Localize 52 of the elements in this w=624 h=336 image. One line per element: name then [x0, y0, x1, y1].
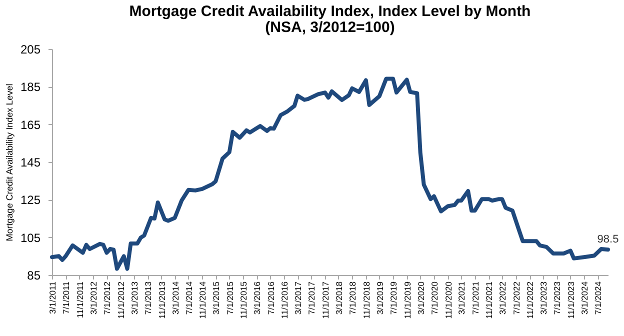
y-tick-label: 125	[20, 193, 41, 208]
chart-subtitle: (NSA, 3/2012=100)	[265, 19, 395, 36]
x-tick-label: 7/1/2012	[102, 281, 112, 315]
x-tick-label: 11/1/2011	[74, 281, 85, 318]
x-tick-label: 11/1/2012	[116, 281, 126, 319]
annotation: 98.5	[597, 234, 619, 246]
x-tick-label: 11/1/2014	[198, 281, 208, 319]
x-tick-label: 3/1/2014	[170, 281, 180, 315]
y-tick-label: 105	[20, 230, 41, 245]
x-tick-label: 7/1/2013	[143, 281, 154, 315]
x-tick-label: 3/1/2015	[211, 281, 222, 315]
x-tick-label: 7/1/2014	[184, 281, 194, 315]
y-tick-label: 205	[20, 42, 41, 56]
x-tick-label: 11/1/2021	[484, 281, 494, 319]
x-tick-label: 3/1/2012	[88, 281, 99, 315]
x-tick-label: 7/1/2023	[552, 281, 562, 315]
x-tick-label: 11/1/2020	[443, 281, 454, 319]
x-tick-label: 7/1/2021	[470, 281, 480, 315]
x-tick-label: 11/1/2018	[361, 281, 372, 319]
x-tick-label: 3/1/2023	[538, 281, 549, 315]
x-tick-label: 7/1/2017	[306, 281, 317, 315]
x-tick-label: 7/1/2016	[266, 281, 276, 315]
x-tick-label: 3/1/2024	[580, 281, 590, 315]
x-tick-label: 3/1/2021	[456, 281, 467, 315]
x-tick-label: 7/1/2024	[593, 281, 604, 315]
x-tick-label: 11/1/2023	[566, 281, 576, 319]
y-axis-title: Mortgage Credit Availability Index Level	[4, 84, 14, 242]
y-tick-label: 145	[20, 156, 41, 170]
x-tick-label: 11/1/2016	[280, 281, 290, 319]
x-tick-label: 7/1/2011	[61, 281, 72, 314]
x-tick-label: 7/1/2022	[511, 281, 522, 315]
chart-title: Mortgage Credit Availability Index, Index Level by Month	[129, 3, 531, 20]
x-tick-label: 7/1/2018	[348, 281, 358, 315]
y-tick-label: 165	[20, 118, 41, 132]
x-tick-label: 3/1/2011	[48, 281, 58, 314]
x-tick-label: 11/1/2017	[320, 281, 331, 319]
x-tick-label: 3/1/2018	[334, 281, 344, 315]
x-tick-label: 3/1/2017	[293, 281, 304, 315]
x-tick-label: 7/1/2019	[388, 281, 399, 315]
x-tick-label: 11/1/2022	[525, 281, 536, 319]
x-tick-label: 3/1/2013	[129, 281, 140, 315]
x-tick-label: 3/1/2020	[416, 281, 426, 315]
x-tick-label: 3/1/2016	[252, 281, 262, 315]
y-tick-label: 185	[20, 80, 41, 94]
x-tick-label: 7/1/2015	[224, 281, 235, 315]
x-tick-label: 11/1/2013	[156, 281, 167, 319]
x-tick-label: 11/1/2015	[238, 281, 249, 319]
y-tick-label: 85	[27, 268, 41, 282]
x-tick-label: 3/1/2019	[374, 281, 385, 315]
x-tick-label: 7/1/2020	[430, 281, 440, 315]
x-tick-label: 3/1/2022	[498, 281, 508, 315]
x-tick-label: 11/1/2019	[402, 281, 412, 319]
